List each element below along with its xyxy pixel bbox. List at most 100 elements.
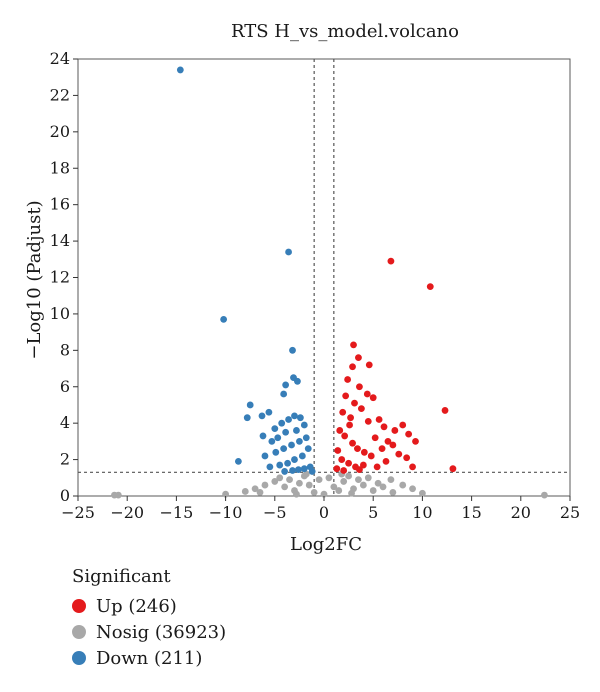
y-tick-label: 16 [50,195,70,214]
legend-item-nosig: Nosig (36923) [72,619,226,645]
data-point-nosig [355,476,362,484]
data-point-up [387,257,395,265]
data-point-down [285,248,292,256]
data-point-up [441,407,449,414]
data-point-up [391,427,399,434]
data-points [111,66,548,499]
data-point-down [266,463,274,471]
y-tick-label: 22 [50,85,70,104]
data-point-up [357,405,365,412]
data-point-up [349,439,356,447]
data-point-nosig [251,485,259,493]
x-tick-label: −10 [209,503,243,522]
data-point-down [284,459,291,467]
data-point-down [291,456,298,463]
data-point-nosig [389,488,397,496]
data-point-up [389,441,397,449]
x-tick-label: −15 [160,503,194,522]
data-point-up [339,408,347,416]
legend-label-nosig: Nosig (36923) [96,621,227,643]
y-tick-label: 24 [50,49,70,68]
data-point-up [356,383,363,391]
y-tick-label: 14 [50,231,70,250]
data-point-nosig [374,479,382,487]
data-point-down [258,412,266,420]
data-point-down [278,419,286,427]
data-point-nosig [241,488,249,495]
data-point-down [276,461,284,469]
legend-item-up: Up (246) [72,593,226,619]
data-point-nosig [286,476,293,484]
data-point-nosig [261,481,269,489]
legend-item-down: Down (211) [72,645,226,671]
legend-title: Significant [72,566,171,587]
data-point-down [261,452,269,460]
data-point-down [243,414,251,422]
data-point-nosig [369,487,377,494]
data-point-up [369,394,377,402]
data-point-nosig [276,474,284,482]
data-point-up [375,416,383,423]
data-point-down [271,425,279,433]
data-point-down [281,468,289,475]
data-point-nosig [296,479,303,487]
data-point-up [426,283,434,291]
data-point-up [384,437,392,445]
data-point-nosig [364,474,372,482]
data-point-up [409,463,416,471]
y-tick-label: 0 [60,486,70,505]
x-tick-label: 0 [319,503,329,522]
data-point-down [300,421,308,429]
plot-frame [77,58,571,497]
data-point-nosig [222,490,230,498]
data-point-down [291,412,298,420]
data-point-up [355,354,362,362]
data-point-up [363,390,371,398]
data-point-up [367,452,375,460]
x-tick-label: 20 [511,503,531,522]
data-point-up [338,456,346,463]
data-point-down [259,432,267,440]
x-tick-label: −20 [110,503,144,522]
data-point-down [282,381,290,389]
data-point-up [341,432,349,440]
data-point-nosig [256,488,264,496]
data-point-up [382,458,390,465]
data-point-down [298,452,306,460]
data-point-nosig [305,481,313,489]
data-point-nosig [359,481,367,489]
x-tick-label: 25 [560,503,580,522]
data-point-down [234,458,242,465]
data-point-nosig [409,485,416,493]
y-tick-label: 10 [50,304,70,323]
data-point-down [296,437,303,445]
y-tick-label: 8 [60,340,70,359]
data-point-up [412,437,419,445]
data-point-down [304,445,312,453]
data-point-down [294,377,301,385]
data-point-down [289,467,296,474]
data-point-up [350,341,357,349]
data-point-up [403,454,411,462]
x-tick-label: −5 [263,503,287,522]
data-point-up [380,423,388,431]
data-point-nosig [330,483,338,491]
data-point-down [293,427,300,434]
data-point-down [295,466,302,473]
data-point-nosig [315,476,323,484]
volcano-plot: RTS H_vs_model.volcano −25 −20 −15 −10 −5 0 5 1… [24,21,580,555]
y-tick-label: 18 [50,158,70,177]
data-point-nosig [335,487,343,494]
data-point-up [347,414,354,422]
data-point-up [345,459,352,467]
data-point-down [302,434,310,442]
data-point-up [405,430,413,438]
y-tick-label: 20 [50,122,70,141]
data-point-nosig [310,488,318,496]
data-point-nosig [293,490,300,498]
data-point-up [371,434,379,442]
data-point-down [282,428,290,436]
data-point-nosig [348,489,355,497]
data-point-up [354,445,361,453]
data-point-nosig [541,491,548,499]
